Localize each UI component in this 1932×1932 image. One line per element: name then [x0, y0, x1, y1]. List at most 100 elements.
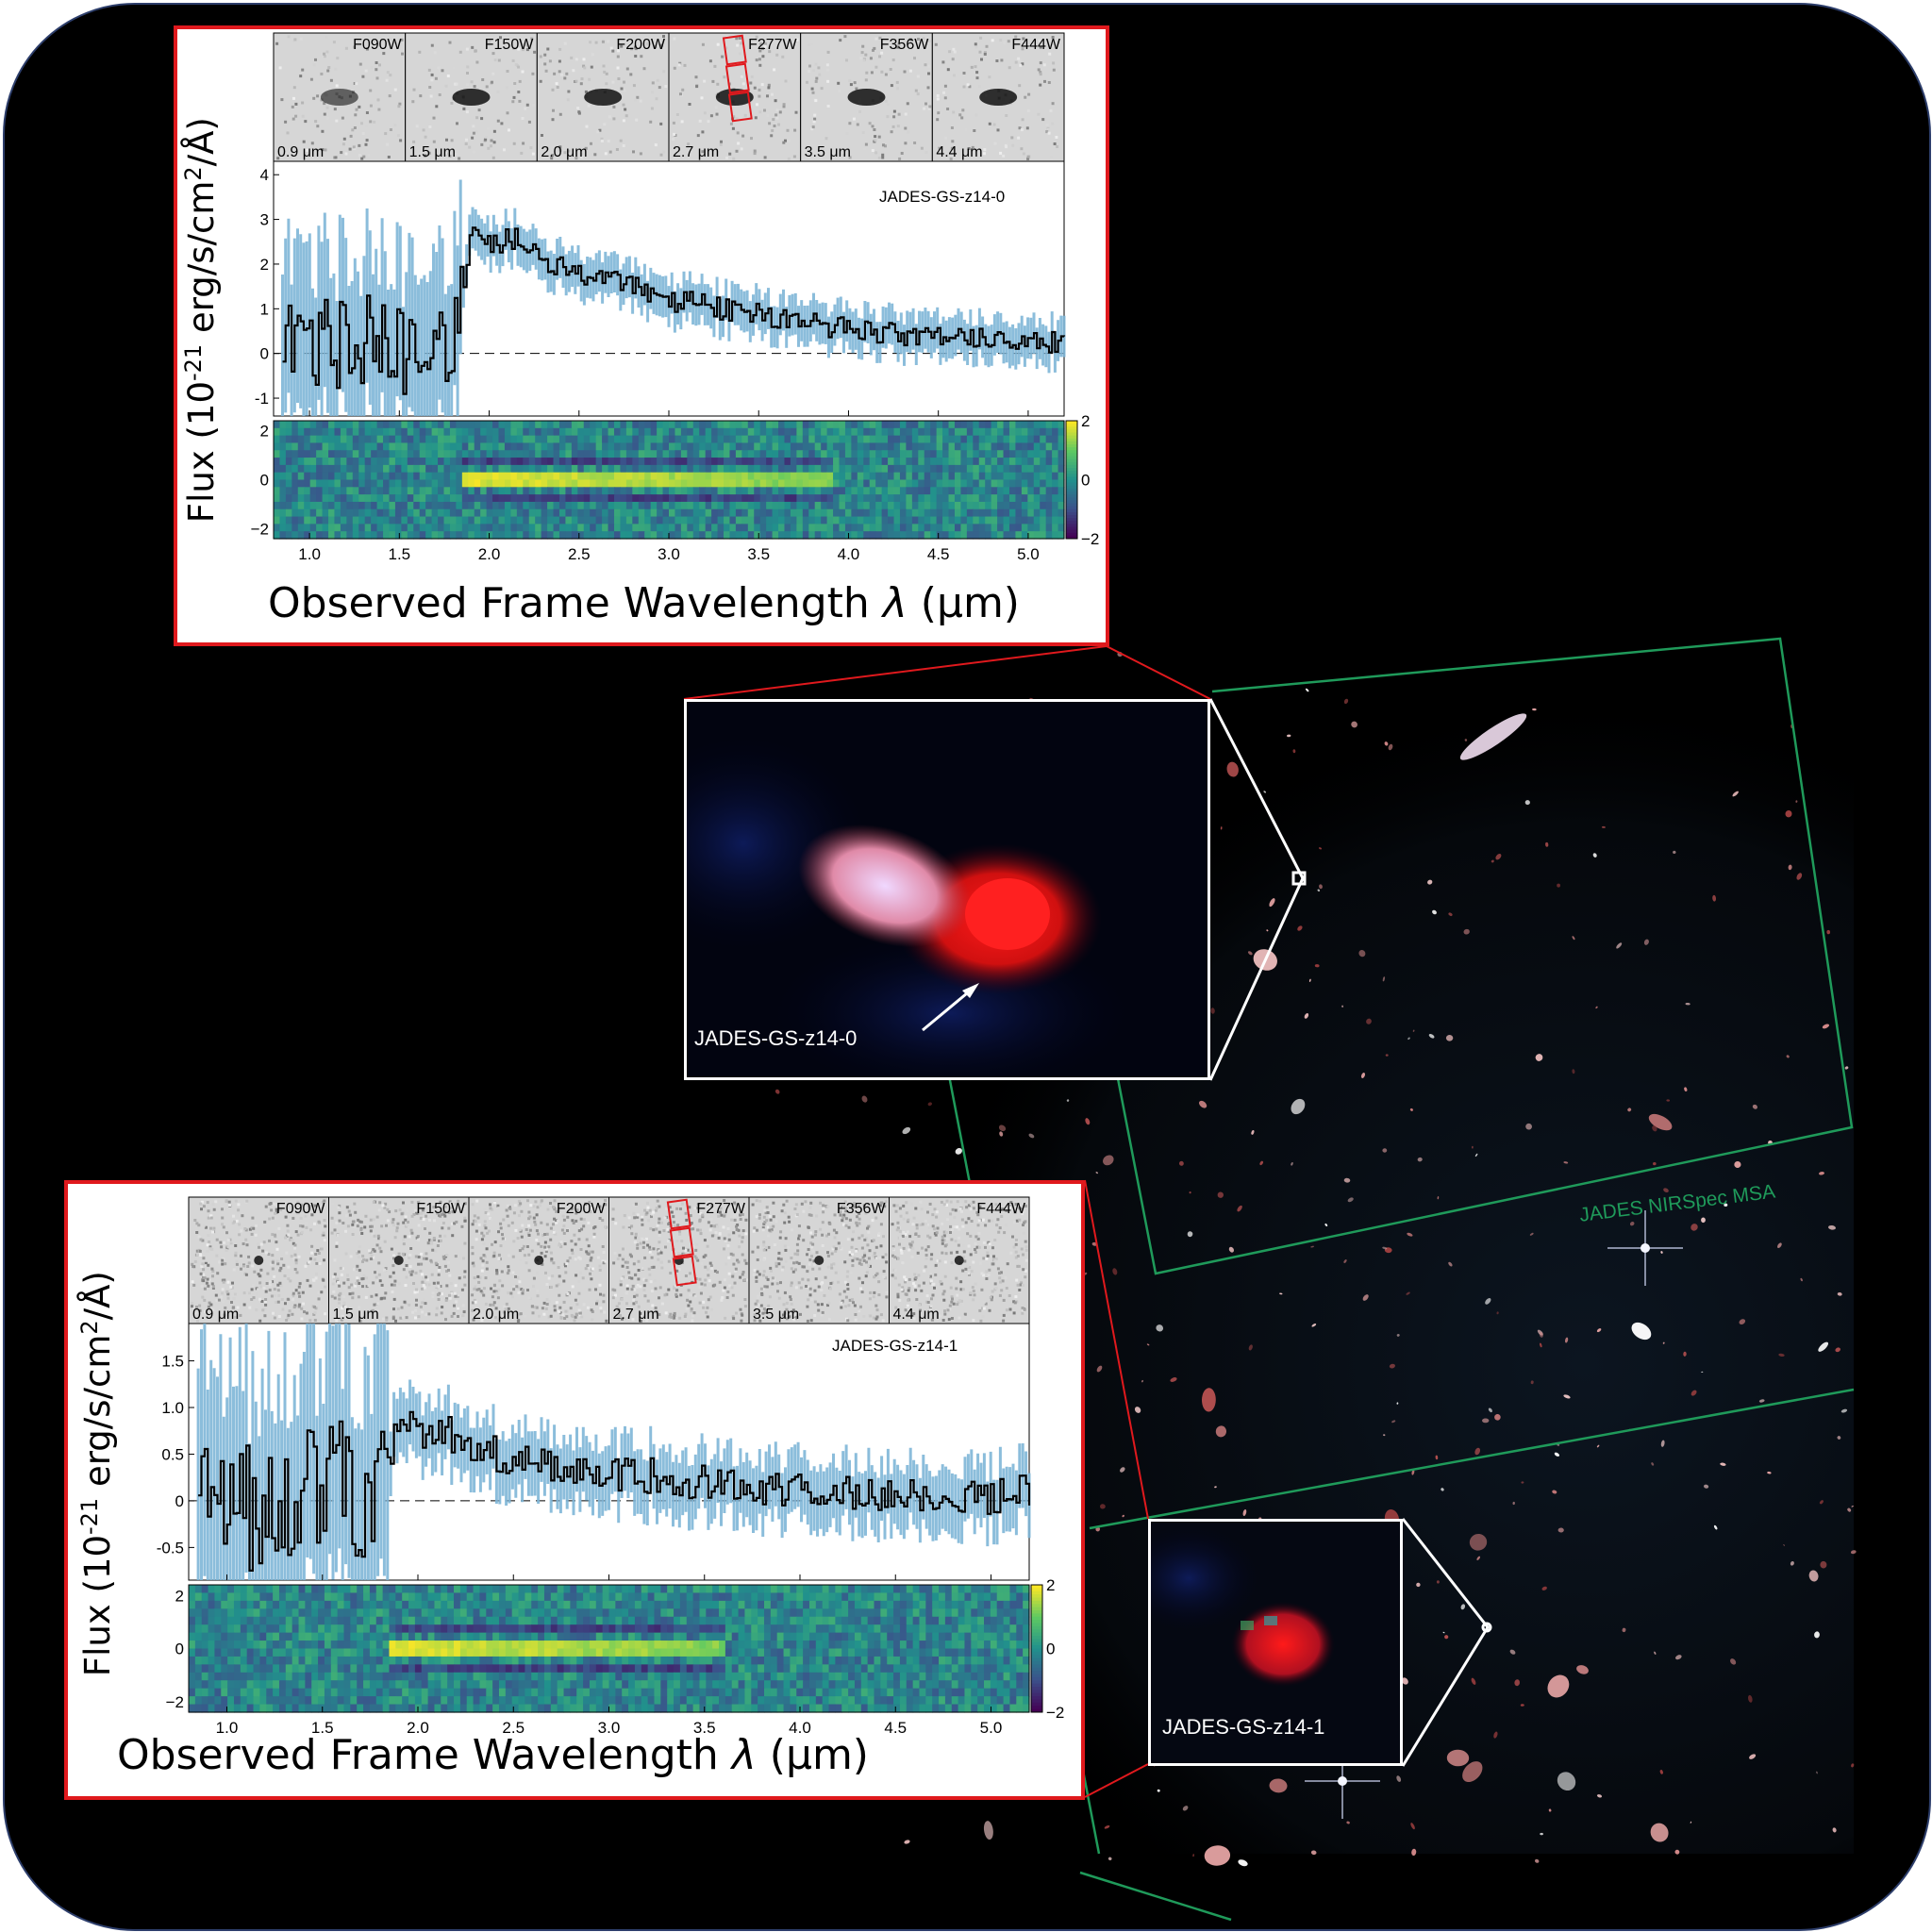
colorbar-tick-label: −2: [1046, 1704, 1064, 1722]
filter-name: F200W: [616, 37, 665, 53]
spectrum-panel-z14-1: F090W 0.9 μm F150W 1.5 μm F200W 2.0 μm F277W 2.…: [64, 1180, 1085, 1800]
filter-wavelength: 2.0 μm: [473, 1307, 519, 1323]
filter-wavelength: 2.7 μm: [673, 144, 719, 160]
y-tick-label-2d: 2: [175, 1587, 184, 1605]
filter-wavelength: 1.5 μm: [333, 1307, 379, 1323]
object-name-label: JADES-GS-z14-1: [832, 1337, 958, 1355]
y-axis-label: Flux (10-21 erg/s/cm2/Å): [75, 1271, 119, 1677]
y-tick-label: 0: [175, 1492, 184, 1510]
spectrum-plot-z14-1: F090W 0.9 μm F150W 1.5 μm F200W 2.0 μm F277W 2.…: [157, 1196, 1064, 1737]
filter-thumbnails: F090W 0.9 μm F150W 1.5 μm F200W 2.0 μm F277W 2.…: [273, 32, 1065, 162]
thumbnail-f150w: F150W 1.5 μm: [405, 32, 538, 162]
filter-wavelength: 0.9 μm: [192, 1307, 239, 1323]
filter-wavelength: 0.9 μm: [277, 144, 324, 160]
x-tick-label: 2.5: [502, 1719, 525, 1737]
thumbnail-f277w: F277W 2.7 μm: [668, 32, 802, 162]
figure-frame: JADES NIRSpec MSA: [3, 3, 1931, 1931]
y-tick-label: 1: [260, 300, 269, 318]
filter-name: F277W: [696, 1201, 745, 1217]
y-tick-label-2d: 0: [175, 1641, 184, 1658]
filter-name: F444W: [1011, 37, 1060, 53]
filter-name: F150W: [485, 37, 534, 53]
inset-label-z14-0: JADES-GS-z14-0: [694, 1026, 858, 1050]
filter-name: F090W: [353, 37, 402, 53]
thumbnail-f090w: F090W 0.9 μm: [188, 1196, 329, 1324]
zoom-inset-z14-1: JADES-GS-z14-1: [1148, 1519, 1403, 1766]
y-tick-label-2d: 0: [260, 472, 269, 490]
y-tick-label-2d: −2: [166, 1693, 184, 1711]
y-tick-label: 1.0: [161, 1399, 184, 1417]
flux-spectrum-line: [198, 1410, 1031, 1572]
thumbnail-f090w: F090W 0.9 μm: [273, 32, 407, 162]
x-axis-label: Observed Frame Wavelength λ (μm): [268, 579, 1020, 627]
filter-name: F356W: [880, 37, 929, 53]
thumbnail-f150w: F150W 1.5 μm: [328, 1196, 470, 1324]
x-tick-label: 1.0: [298, 545, 321, 563]
x-tick-label: 1.5: [388, 545, 410, 563]
x-tick-label: 3.0: [658, 545, 680, 563]
filter-name: F200W: [557, 1201, 606, 1217]
edge-on-galaxy: [1459, 713, 1527, 760]
y-tick-label: 3: [260, 211, 269, 229]
x-tick-label: 3.0: [598, 1719, 621, 1737]
filter-wavelength: 4.4 μm: [893, 1307, 940, 1323]
filter-thumbnails: F090W 0.9 μm F150W 1.5 μm F200W 2.0 μm F277W 2.…: [188, 1196, 1030, 1324]
y-tick-label: 0.5: [161, 1445, 184, 1463]
y-tick-label: 1.5: [161, 1353, 184, 1371]
thumbnail-f277w: F277W 2.7 μm: [608, 1196, 750, 1324]
zoom-image-z14-0: [687, 702, 1208, 1077]
spectrum-plot-z14-0: F090W 0.9 μm F150W 1.5 μm F200W 2.0 μm F277W 2.…: [251, 32, 1099, 563]
filter-name: F277W: [748, 37, 797, 53]
filter-name: F150W: [416, 1201, 465, 1217]
colorbar-tick-label: 2: [1081, 412, 1090, 430]
y-tick-label: 2: [260, 256, 269, 274]
x-tick-label: 4.5: [884, 1719, 907, 1737]
zoom-inset-z14-0: JADES-GS-z14-0: [684, 699, 1210, 1080]
x-axis-label: Observed Frame Wavelength λ (μm): [117, 1731, 869, 1779]
msa-slitlets: [666, 1198, 697, 1287]
x-tick-label: 5.0: [1017, 545, 1040, 563]
y-axis-label: Flux (10-21 erg/s/cm2/Å): [179, 117, 223, 524]
thumbnail-f356w: F356W 3.5 μm: [800, 32, 933, 162]
thumbnail-f444w: F444W 4.4 μm: [889, 1196, 1030, 1324]
thumbnail-f444w: F444W 4.4 μm: [931, 32, 1065, 162]
object-name-label: JADES-GS-z14-0: [879, 188, 1006, 206]
y-tick-label: 4: [260, 166, 269, 184]
colorbar-tick-label: −2: [1081, 530, 1099, 548]
colorbar: 2 0 −2: [1065, 412, 1099, 548]
thumbnail-f356w: F356W 3.5 μm: [748, 1196, 890, 1324]
foreground-star-1: [1607, 1210, 1683, 1286]
x-tick-label: 2.0: [407, 1719, 429, 1737]
thumbnail-f200w: F200W 2.0 μm: [468, 1196, 609, 1324]
colorbar-tick-label: 2: [1046, 1576, 1055, 1594]
filter-wavelength: 4.4 μm: [936, 144, 982, 160]
x-tick-label: 4.0: [789, 1719, 811, 1737]
x-tick-label: 4.5: [927, 545, 950, 563]
inset-label-z14-1: JADES-GS-z14-1: [1162, 1715, 1325, 1739]
y-tick-label: -1: [255, 390, 269, 408]
thumbnail-f200w: F200W 2.0 μm: [536, 32, 670, 162]
x-tick-label: 1.5: [311, 1719, 334, 1737]
spectrum-2d-heatmap: [189, 1585, 1030, 1713]
zoom-connector-lines: [1208, 698, 1492, 1767]
filter-name: F090W: [276, 1201, 325, 1217]
y-tick-label: -0.5: [157, 1539, 184, 1557]
x-tick-label: 2.5: [568, 545, 591, 563]
filter-wavelength: 2.0 μm: [541, 144, 587, 160]
x-tick-label: 1.0: [216, 1719, 239, 1737]
colorbar-tick-label: 0: [1046, 1641, 1055, 1658]
filter-wavelength: 1.5 μm: [409, 144, 456, 160]
x-tick-label: 3.5: [693, 1719, 716, 1737]
y-tick-label: 0: [260, 345, 269, 363]
msa-slitlets: [722, 34, 753, 123]
filter-name: F356W: [837, 1201, 886, 1217]
filter-name: F444W: [976, 1201, 1025, 1217]
callout-connector-lines: [683, 645, 1211, 1798]
x-tick-label: 2.0: [478, 545, 501, 563]
spectrum-2d-heatmap: [274, 421, 1065, 540]
zoom-image-z14-1: [1151, 1522, 1400, 1763]
filter-wavelength: 3.5 μm: [753, 1307, 799, 1323]
colorbar-tick-label: 0: [1081, 472, 1090, 490]
x-tick-label: 4.0: [838, 545, 860, 563]
flux-spectrum-line: [282, 226, 1066, 395]
